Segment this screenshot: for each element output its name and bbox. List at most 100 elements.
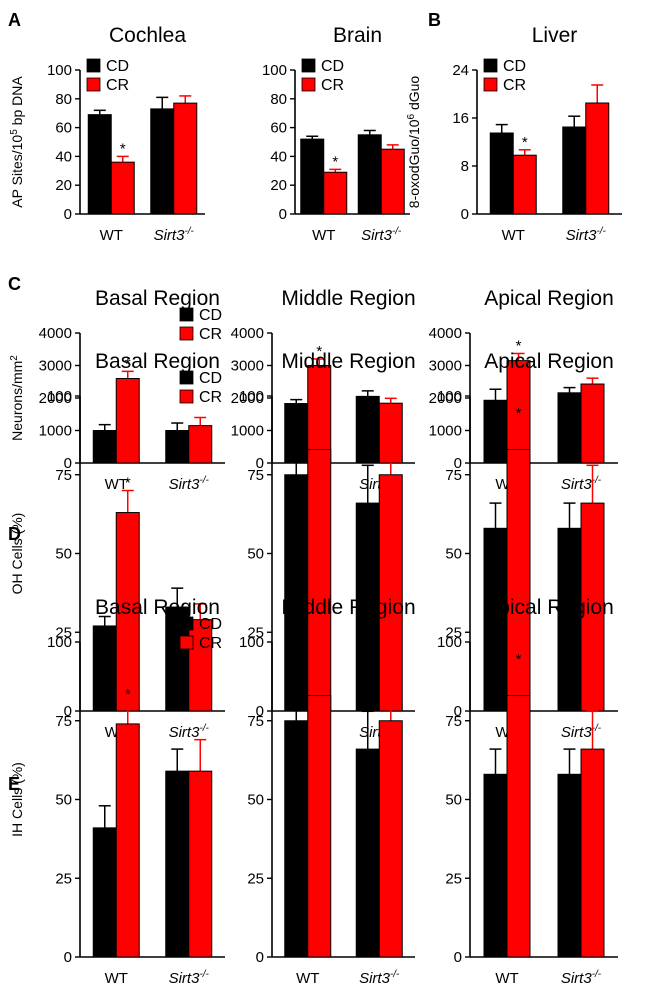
- y-tick-label: 0: [454, 949, 462, 966]
- y-axis-label: 8-oxodGuo/106 dGuo: [406, 76, 422, 209]
- legend-label: CR: [199, 635, 222, 652]
- bar-cd: [557, 527, 582, 712]
- y-tick-label: 80: [270, 91, 287, 108]
- chart-0: Cochlea 0 20 40 60 80 100 AP Sites/105 bp DNA WT…: [9, 24, 205, 244]
- significance-star: *: [516, 337, 522, 354]
- y-tick-label: 0: [256, 949, 264, 966]
- significance-star: *: [522, 134, 528, 151]
- y-tick-label: 100: [47, 634, 72, 651]
- chart-2: Liver 0 8 16 24 8-oxodGuo/106 dGuo WT Sirt3-/- *…: [406, 24, 622, 244]
- legend-label: CD: [199, 370, 222, 387]
- chart-9: Basal Region 0 25 50 75 100 IH Cells (%) WT Sirt…: [9, 596, 225, 987]
- y-tick-label: 50: [445, 546, 462, 563]
- y-tick-label: 0: [256, 703, 264, 720]
- x-category-label: WT: [495, 970, 518, 987]
- panel-letter-a: A: [8, 10, 21, 30]
- bar-cd: [87, 114, 112, 215]
- y-tick-label: 4000: [429, 325, 462, 342]
- legend-swatch: [179, 389, 194, 404]
- legend-swatch: [179, 326, 194, 341]
- bar-cr: [580, 383, 605, 464]
- legend-swatch: [483, 58, 498, 73]
- legend-label: CR: [503, 77, 526, 94]
- chart-title: Cochlea: [109, 24, 186, 47]
- y-tick-label: 75: [247, 713, 264, 730]
- legend-swatch: [179, 635, 194, 650]
- bar-cr: [188, 619, 213, 712]
- bar-cr: [580, 748, 605, 958]
- y-tick-label: 4000: [39, 325, 72, 342]
- y-axis-label: AP Sites/105 bp DNA: [9, 76, 25, 208]
- legend-label: CD: [199, 616, 222, 633]
- y-tick-label: 3000: [39, 358, 72, 375]
- chart-3: Basal Region 0 1000 2000 3000 4000 Neurons/mm2…: [9, 287, 225, 493]
- legend-swatch: [179, 616, 194, 631]
- x-category-label: Sirt3-/-: [361, 226, 402, 244]
- panel-letter-b: B: [428, 10, 441, 30]
- bar-cr: [585, 102, 610, 215]
- bar-cr: [378, 720, 403, 958]
- y-tick-label: 20: [270, 177, 287, 194]
- legend-label: CD: [321, 58, 344, 75]
- y-tick-label: 50: [55, 546, 72, 563]
- y-axis-label: OH Cells (%): [9, 513, 25, 595]
- y-axis-label: IH Cells (%): [9, 762, 25, 837]
- y-tick-label: 40: [55, 148, 72, 165]
- y-tick-label: 2000: [429, 390, 462, 407]
- bar-cd: [300, 138, 325, 215]
- panel-letter-c: C: [8, 274, 21, 294]
- y-tick-label: 20: [55, 177, 72, 194]
- bar-cr: [378, 474, 403, 712]
- bar-cd: [150, 108, 175, 215]
- x-category-label: WT: [105, 476, 128, 493]
- y-tick-label: 1000: [429, 423, 462, 440]
- y-tick-label: 24: [452, 62, 469, 79]
- x-category-label: Sirt3-/-: [169, 723, 210, 741]
- x-category-label: Sirt3-/-: [566, 226, 607, 244]
- bar-cr: [188, 425, 213, 464]
- bar-cd: [92, 430, 117, 464]
- chart-title: Basal Region: [95, 596, 220, 619]
- y-tick-label: 0: [454, 455, 462, 472]
- significance-star: *: [125, 475, 131, 492]
- significance-star: *: [120, 140, 126, 157]
- bar-cr: [506, 695, 531, 958]
- legend-swatch: [301, 58, 316, 73]
- bar-cd: [562, 126, 587, 215]
- legend-swatch: [179, 307, 194, 322]
- y-tick-label: 1000: [231, 423, 264, 440]
- y-tick-label: 100: [47, 388, 72, 405]
- chart-title: Middle Region: [281, 596, 415, 619]
- bar-cd: [483, 773, 508, 958]
- x-category-label: Sirt3-/-: [169, 969, 210, 987]
- bar-cd: [284, 474, 309, 712]
- bar-cd: [489, 132, 514, 215]
- y-tick-label: 0: [64, 949, 72, 966]
- chart-title: Brain: [333, 24, 382, 47]
- legend-swatch: [86, 77, 101, 92]
- legend-swatch: [86, 58, 101, 73]
- y-tick-label: 60: [270, 120, 287, 137]
- x-category-label: WT: [105, 970, 128, 987]
- y-tick-label: 25: [55, 624, 72, 641]
- y-tick-label: 75: [445, 467, 462, 484]
- y-tick-label: 0: [256, 455, 264, 472]
- y-tick-label: 0: [461, 206, 469, 223]
- legend-label: CR: [106, 77, 129, 94]
- y-tick-label: 100: [239, 388, 264, 405]
- y-tick-label: 25: [247, 624, 264, 641]
- legend-label: CD: [503, 58, 526, 75]
- bar-cd: [355, 748, 380, 958]
- y-tick-label: 100: [47, 62, 72, 79]
- y-tick-label: 75: [445, 713, 462, 730]
- bar-cr: [512, 154, 537, 215]
- y-tick-label: 0: [64, 455, 72, 472]
- y-tick-label: 3000: [429, 358, 462, 375]
- x-category-label: Sirt3-/-: [169, 475, 210, 493]
- bar-cd: [483, 527, 508, 712]
- y-tick-label: 50: [247, 546, 264, 563]
- bar-cd: [557, 773, 582, 958]
- bar-cr: [307, 695, 332, 958]
- y-tick-label: 75: [247, 467, 264, 484]
